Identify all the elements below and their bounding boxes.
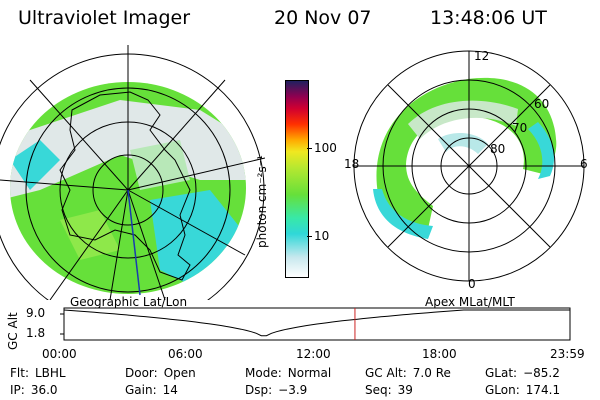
info-seq: Seq: 39 bbox=[365, 383, 413, 397]
timeline-xtick-0: 00:00 bbox=[42, 347, 77, 361]
mlt-label-dusk: 18 bbox=[344, 157, 359, 171]
terminator-line bbox=[127, 189, 141, 296]
colorbar-tick-100: 100 bbox=[314, 141, 337, 155]
colorbar-tick-10: 10 bbox=[314, 229, 330, 243]
info-glat: GLat: −85.2 bbox=[485, 366, 560, 380]
mlat-label-70: 70 bbox=[512, 121, 527, 135]
info-gc-alt: GC Alt: 7.0 Re bbox=[365, 366, 451, 380]
info-door: Door: Open bbox=[125, 366, 196, 380]
timeline-ytick-max: 9.0 bbox=[26, 306, 46, 320]
mlat-label-80: 80 bbox=[490, 142, 505, 156]
instrument-title: Ultraviolet Imager bbox=[18, 7, 191, 29]
geographic-label: Geographic Lat/Lon bbox=[70, 295, 188, 309]
info-ip: IP: 36.0 bbox=[10, 383, 58, 397]
colorbar bbox=[285, 80, 309, 278]
coastline bbox=[59, 91, 191, 281]
image-date: 20 Nov 07 bbox=[274, 7, 372, 29]
mlt-label-dawn: 6 bbox=[580, 157, 588, 171]
info-glon: GLon: 174.1 bbox=[485, 383, 561, 397]
timeline-xtick-3: 18:00 bbox=[422, 347, 457, 361]
geographic-grid bbox=[0, 45, 265, 300]
polar-grid bbox=[353, 50, 585, 282]
image-time: 13:48:06 UT bbox=[430, 7, 547, 29]
mlat-label-60: 60 bbox=[534, 97, 549, 111]
colorbar-title: photon cm⁻²s⁻¹ bbox=[255, 155, 269, 248]
timeline-xtick-1: 06:00 bbox=[168, 347, 203, 361]
apex-label: Apex MLat/MLT bbox=[425, 295, 515, 309]
geographic-image bbox=[0, 45, 265, 300]
mlt-label-noon: 12 bbox=[474, 49, 489, 63]
polar-aurora-emission bbox=[373, 77, 557, 239]
timeline-ytick-min: 1.8 bbox=[26, 326, 46, 340]
altitude-curve bbox=[63, 309, 570, 337]
altitude-timeline bbox=[60, 307, 571, 341]
timeline-xtick-4: 23:59 bbox=[550, 347, 585, 361]
polar-mlt-plot: 12 18 6 0 60 70 80 bbox=[344, 49, 588, 290]
mlt-label-midnight: 0 bbox=[468, 277, 476, 290]
info-dsp: Dsp: −3.9 bbox=[245, 383, 308, 397]
info-filter: Flt: LBHL bbox=[10, 366, 66, 380]
info-mode: Mode: Normal bbox=[245, 366, 332, 380]
info-gain: Gain: 14 bbox=[125, 383, 178, 397]
timeline-xtick-2: 12:00 bbox=[296, 347, 331, 361]
